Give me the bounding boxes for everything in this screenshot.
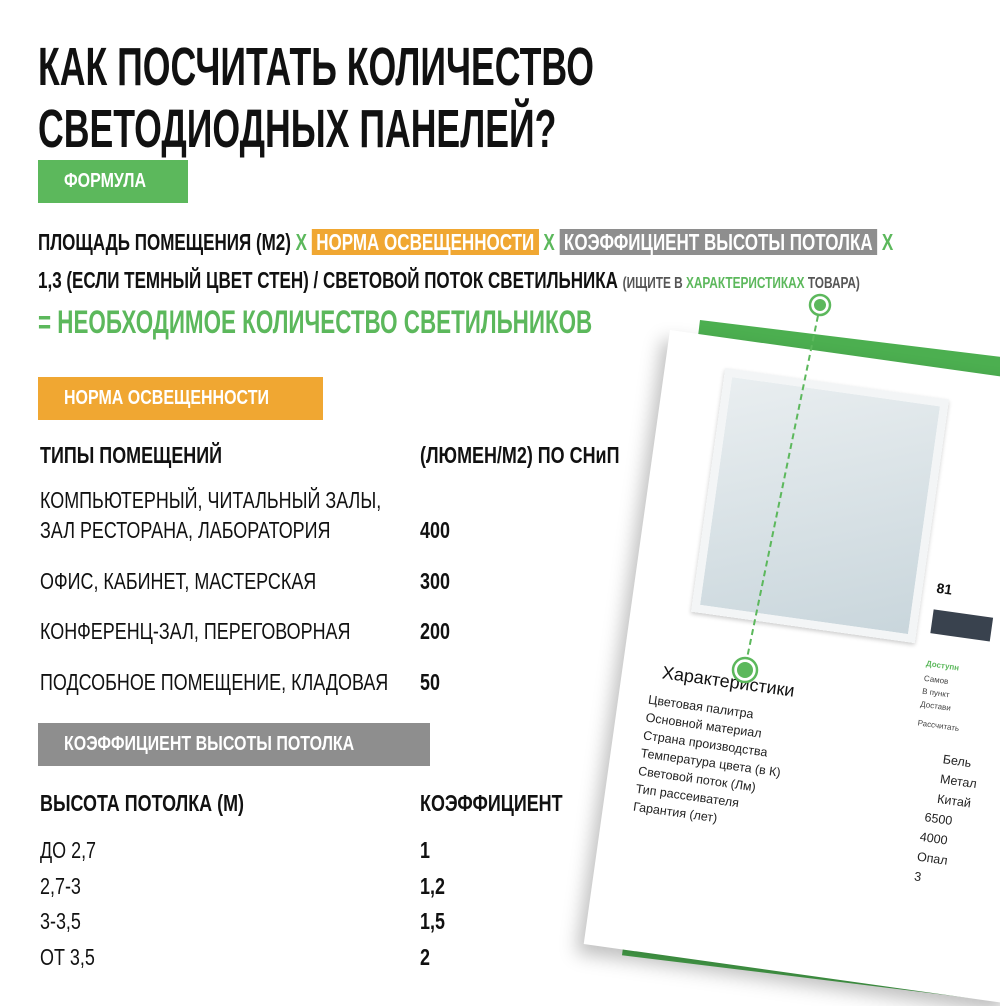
page-title-line1: КАК ПОСЧИТАТЬ КОЛИЧЕСТВО [38, 37, 594, 97]
norm-row-name: КОНФЕРЕНЦ-ЗАЛ, ПЕРЕГОВОРНАЯ [40, 618, 351, 644]
norms-col1: ТИПЫ ПОМЕЩЕНИЙ [40, 442, 223, 468]
ceiling-tag: КОЭФФИЦИЕНТ ВЫСОТЫ ПОТОЛКА [38, 723, 430, 766]
coef-highlight: КОЭФФИЦИЕНТ ВЫСОТЫ ПОТОЛКА [559, 229, 878, 255]
norm-row-name: ЗАЛ РЕСТОРАНА, ЛАБОРАТОРИЯ [40, 517, 331, 543]
ceiling-col1: ВЫСОТА ПОТОЛКА (М) [40, 790, 244, 816]
ceiling-row-height: ДО 2,7 [40, 837, 97, 863]
formula-result: = НЕОБХОДИМОЕ КОЛИЧЕСТВО СВЕТИЛЬНИКОВ [38, 304, 593, 340]
dashed-line [744, 305, 821, 669]
norm-row-name: ПОДСОБНОЕ ПОМЕЩЕНИЕ, КЛАДОВАЯ [40, 669, 389, 695]
norm-row-value: 300 [420, 568, 450, 594]
ceiling-row-coef: 1,2 [420, 873, 445, 899]
ceiling-col2: КОЭФФИЦИЕНТ [420, 790, 563, 816]
norm-row-value: 50 [420, 669, 440, 695]
formula-line1: ПЛОЩАДЬ ПОМЕЩЕНИЯ (М2) Х НОРМА ОСВЕЩЕННО… [38, 229, 894, 255]
ceiling-row-coef: 1,5 [420, 908, 445, 934]
formula-line2: 1,3 (ЕСЛИ ТЕМНЫЙ ЦВЕТ СТЕН) / СВЕТОВОЙ П… [38, 267, 860, 293]
pointer-dot-bottom-inner [737, 662, 753, 678]
norms-col2: (ЛЮМЕН/М2) ПО СНиП [420, 442, 620, 468]
page-title-line2: СВЕТОДИОДНЫХ ПАНЕЛЕЙ? [38, 99, 557, 159]
ceiling-row-coef: 1 [420, 837, 430, 863]
norm-row-name: КОМПЬЮТЕРНЫЙ, ЧИТАЛЬНЫЙ ЗАЛЫ, [40, 487, 382, 513]
norm-highlight: НОРМА ОСВЕЩЕННОСТИ [311, 229, 539, 255]
ceiling-row-height: 3-3,5 [40, 908, 81, 934]
pointer-dot-top-inner [814, 299, 826, 311]
ceiling-row-coef: 2 [420, 944, 430, 970]
norm-row-value: 400 [420, 517, 450, 543]
formula-tag: ФОРМУЛА [38, 160, 188, 203]
ceiling-row-height: 2,7-3 [40, 873, 81, 899]
norm-row-value: 200 [420, 618, 450, 644]
norm-row-name: ОФИС, КАБИНЕТ, МАСТЕРСКАЯ [40, 568, 317, 594]
ceiling-row-height: ОТ 3,5 [40, 944, 95, 970]
norms-tag: НОРМА ОСВЕЩЕННОСТИ [38, 377, 323, 420]
